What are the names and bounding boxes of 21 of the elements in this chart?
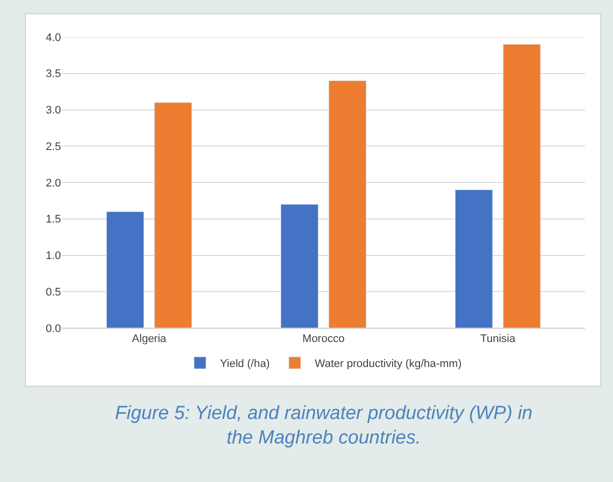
- caption: Figure 5: Yield, and rainwater productivity (WP) in the Maghreb countries.: [115, 403, 532, 449]
- bar: [280, 204, 318, 328]
- x-tick-label: Algeria: [132, 333, 168, 346]
- bar: [502, 44, 541, 328]
- bar: [454, 190, 493, 328]
- legend-label: Water productivity (kg/ha-mm): [314, 358, 462, 370]
- y-tick-label: 3.5: [46, 68, 61, 80]
- y-tick-label: 2.0: [46, 177, 61, 190]
- x-tick-label: Tunisia: [480, 333, 516, 346]
- bar: [106, 211, 144, 328]
- y-tick-label: 1.0: [46, 250, 61, 262]
- legend-label: Yield (/ha): [220, 358, 270, 370]
- y-tick-label: 0.5: [46, 286, 61, 298]
- y-tick-label: 4.0: [46, 32, 61, 44]
- x-tick-label: Morocco: [302, 333, 345, 346]
- y-tick-label: 2.5: [46, 140, 61, 153]
- y-tick-label: 1.5: [46, 214, 61, 226]
- bar: [328, 80, 366, 328]
- bar: [154, 102, 192, 328]
- y-tick-label: 0.0: [46, 322, 61, 335]
- y-tick-label: 3.0: [46, 104, 61, 117]
